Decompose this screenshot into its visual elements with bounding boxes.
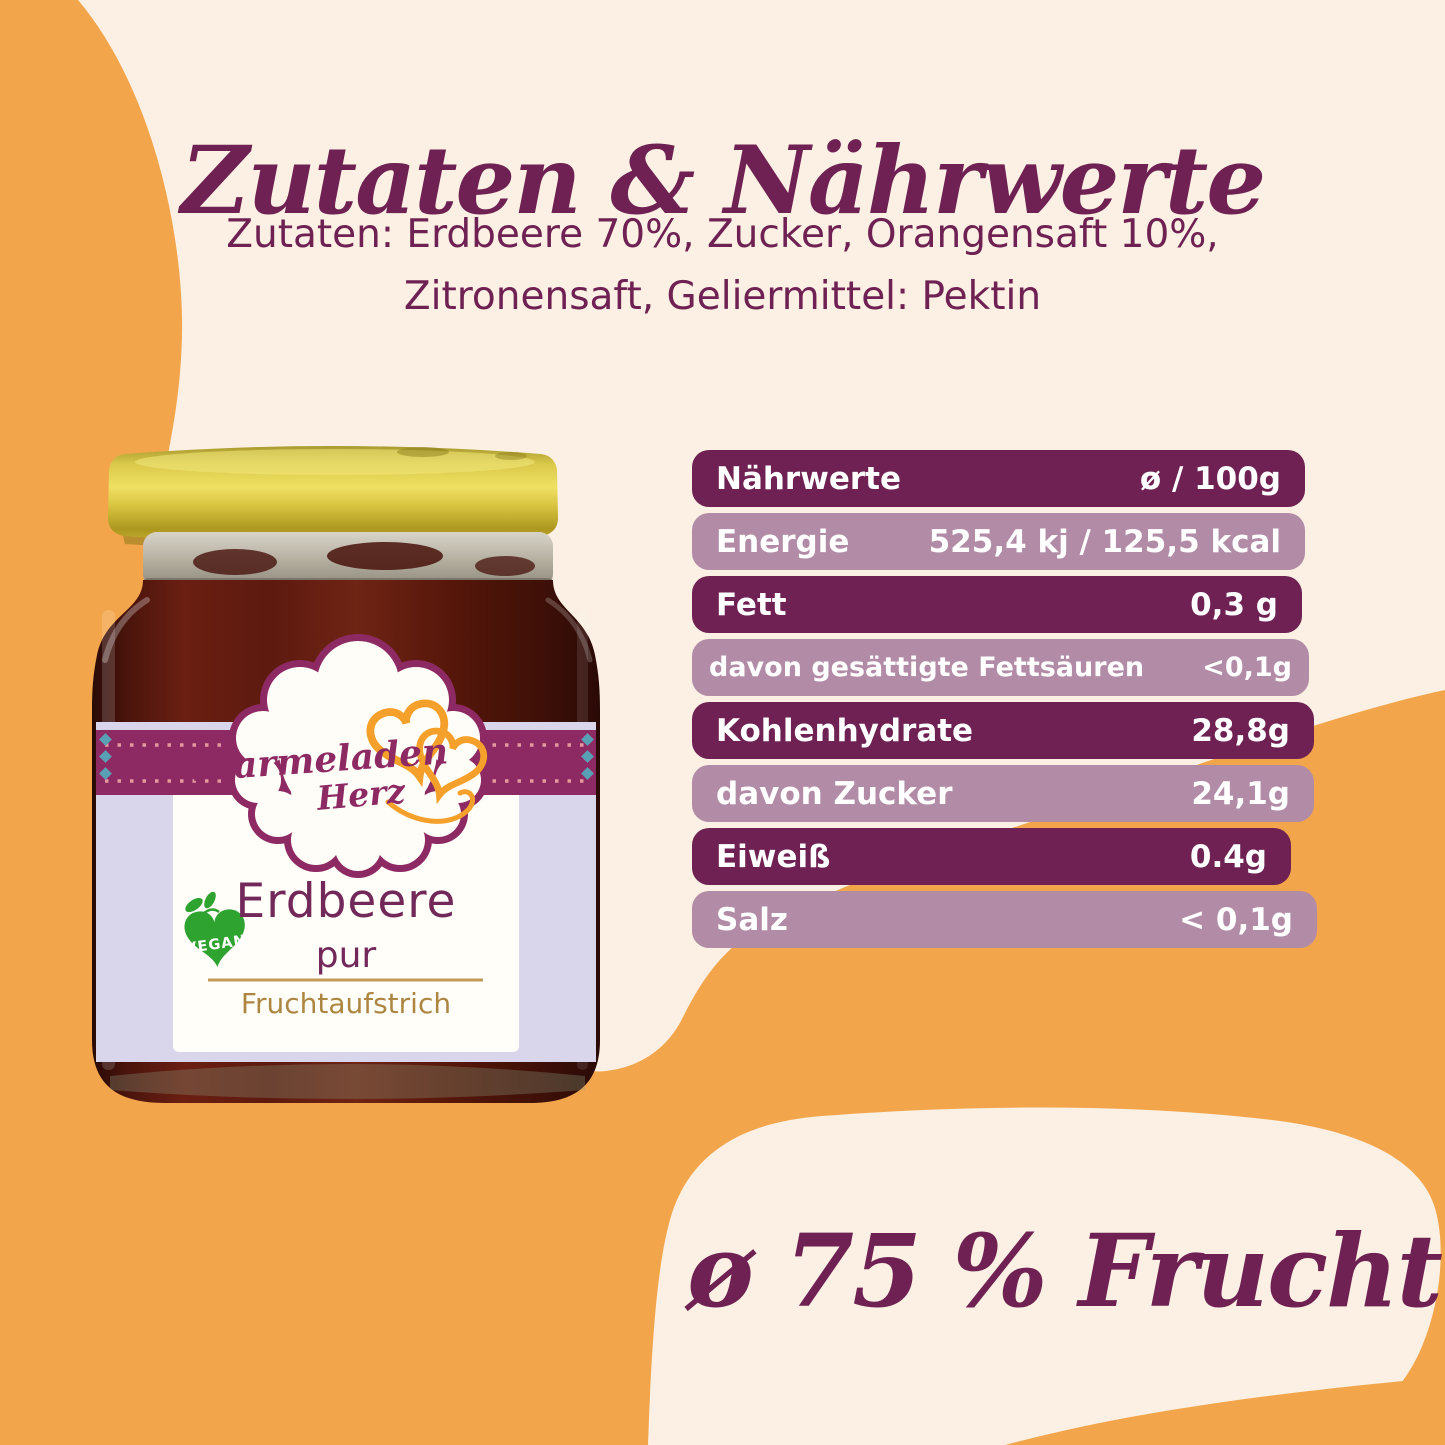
vegan-heart-icon: VEGAN <box>184 891 248 967</box>
nutrition-value: <0,1g <box>1202 652 1292 683</box>
nutrition-label: Fett <box>716 586 787 623</box>
jam-jar-illustration: Marmeladen Herz VEGAN Erdbeere pur Fruch… <box>92 446 600 1103</box>
jar-glass-rim <box>143 532 553 588</box>
nutrition-row-saturated-fat: davon gesättigte Fettsäuren <0,1g <box>692 639 1309 696</box>
nutrition-value: 0.4g <box>1189 838 1267 875</box>
product-name: Erdbeere <box>236 874 457 929</box>
ingredients-line-1: Zutaten: Erdbeere 70%, Zucker, Orangensa… <box>226 212 1219 257</box>
brand-name-line2: Herz <box>314 771 408 818</box>
page-title: Zutaten & Nährwerte <box>180 125 1266 236</box>
brand-hearts-icon <box>366 699 488 824</box>
nutrition-label: Kohlenhydrate <box>716 712 974 749</box>
nutrition-value: < 0,1g <box>1179 901 1293 938</box>
nutrition-value: 24,1g <box>1191 775 1290 812</box>
nutrition-row-sugar: davon Zucker 24,1g <box>692 765 1314 822</box>
product-variant: pur <box>316 935 377 976</box>
jar-lid <box>108 446 558 551</box>
ingredients-line-2: Zitronensaft, Geliermittel: Pektin <box>403 274 1042 319</box>
nutrition-row-salt: Salz < 0,1g <box>692 891 1317 948</box>
nutrition-label: davon Zucker <box>716 775 953 812</box>
orange-swoosh-bottom <box>1005 1377 1445 1445</box>
nutrition-row-protein: Eiweiß 0.4g <box>692 828 1291 885</box>
product-category: Fruchtaufstrich <box>241 987 451 1020</box>
nutrition-row-carbs: Kohlenhydrate 28,8g <box>692 702 1314 759</box>
nutrition-value: 525,4 kj / 125,5 kcal <box>928 523 1281 560</box>
nutrition-table: Nährwerte ø / 100g Energie 525,4 kj / 12… <box>692 450 1317 954</box>
brand-badge: Marmeladen Herz <box>191 634 488 878</box>
nutrition-label: Energie <box>716 523 850 560</box>
cream-blob-bottom-right <box>648 1107 1441 1445</box>
nutrition-row-energy: Energie 525,4 kj / 125,5 kcal <box>692 513 1305 570</box>
nutrition-label: davon gesättigte Fettsäuren <box>709 652 1145 683</box>
nutrition-value: 28,8g <box>1191 712 1290 749</box>
nutrition-row-fat: Fett 0,3 g <box>692 576 1302 633</box>
nutrition-label: Eiweiß <box>716 838 831 875</box>
nutrition-value: ø / 100g <box>1139 460 1281 497</box>
nutrition-label: Nährwerte <box>716 460 902 497</box>
nutrition-row-header: Nährwerte ø / 100g <box>692 450 1305 507</box>
nutrition-value: 0,3 g <box>1190 586 1278 623</box>
nutrition-label: Salz <box>716 901 788 938</box>
fruit-claim-text: ø 75 % Frucht! <box>687 1212 1445 1330</box>
